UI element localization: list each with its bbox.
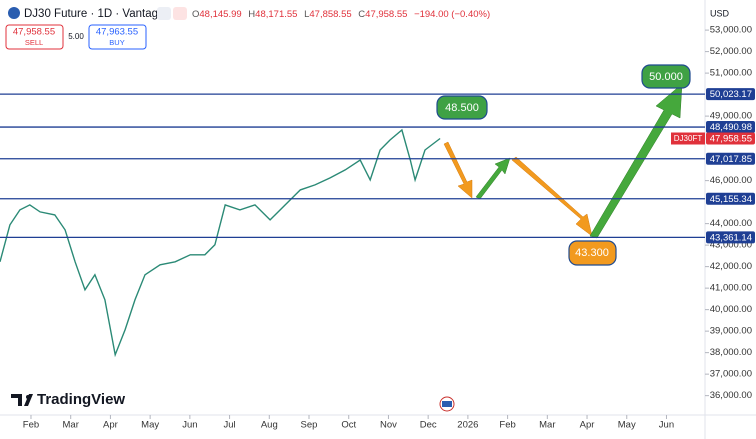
y-tick-label: 46,000.00 bbox=[710, 175, 752, 186]
sell-box[interactable] bbox=[5, 24, 64, 50]
y-tick-label: 43,000.00 bbox=[710, 240, 752, 251]
y-tick-label: 37,000.00 bbox=[710, 369, 752, 380]
event-icon bbox=[442, 401, 452, 407]
ohlc-value: 48,145.99 bbox=[199, 9, 241, 20]
x-tick-label: Dec bbox=[420, 420, 437, 431]
y-tick-label: 42,000.00 bbox=[710, 261, 752, 272]
x-tick-label: Aug bbox=[261, 420, 278, 431]
buy-box[interactable] bbox=[88, 24, 147, 50]
ohlc-key: H bbox=[248, 9, 255, 20]
x-tick-label: Mar bbox=[539, 420, 555, 431]
level-label: 48,490.98 bbox=[710, 122, 752, 133]
level-label: 45,155.34 bbox=[710, 194, 752, 205]
x-tick-label: Apr bbox=[103, 420, 118, 431]
x-tick-label: May bbox=[618, 420, 636, 431]
logo: TradingView bbox=[37, 391, 125, 408]
currency: USD bbox=[710, 8, 730, 18]
x-tick-label: Oct bbox=[341, 420, 356, 431]
logo-icon bbox=[26, 395, 30, 399]
y-tick-label: 40,000.00 bbox=[710, 304, 752, 315]
x-tick-label: Sep bbox=[301, 420, 318, 431]
level-tag bbox=[706, 231, 755, 244]
level-label: 50,023.17 bbox=[710, 89, 752, 100]
price-tag bbox=[706, 132, 755, 145]
x-tick-label: Apr bbox=[580, 420, 595, 431]
y-tick-label: 41,000.00 bbox=[710, 283, 752, 294]
flag-icon bbox=[8, 7, 20, 19]
x-tick-label: Feb bbox=[23, 420, 39, 431]
annotation-text: 50.000 bbox=[649, 71, 683, 83]
level-label: 43,361.14 bbox=[710, 232, 752, 243]
annotation-box bbox=[436, 95, 488, 120]
x-tick-label: Jun bbox=[659, 420, 674, 431]
level-tag bbox=[706, 121, 755, 134]
status-icon bbox=[157, 7, 171, 20]
x-tick-label: Jul bbox=[223, 420, 235, 431]
y-tick-label: 44,000.00 bbox=[710, 218, 752, 229]
ohlc-change: −194.00 (−0.40%) bbox=[414, 9, 490, 20]
ohlc: O48,145.99 H48,171.55 L47,858.55 C47,958… bbox=[192, 9, 490, 20]
ohlc-key: O bbox=[192, 9, 199, 20]
y-tick-label: 49,000.00 bbox=[710, 111, 752, 122]
sell-price: 47,958.55 bbox=[13, 27, 55, 38]
level-tag bbox=[706, 88, 755, 101]
annotation-text: 43.300 bbox=[575, 247, 609, 259]
price-label: 47,958.55 bbox=[710, 134, 752, 145]
y-tick-label: 38,000.00 bbox=[710, 347, 752, 358]
ohlc-key: C bbox=[358, 9, 365, 20]
arrow-down bbox=[443, 141, 473, 199]
level-label: 47,017.85 bbox=[710, 154, 752, 165]
ohlc-value: 47,858.55 bbox=[309, 9, 351, 20]
series-tag bbox=[671, 132, 705, 145]
x-tick-label: Mar bbox=[63, 420, 79, 431]
sell-button[interactable]: 47,958.55 SELL bbox=[5, 24, 64, 50]
projection-arrows bbox=[443, 83, 683, 239]
status-icon bbox=[173, 7, 187, 20]
x-tick-label: Nov bbox=[380, 420, 397, 431]
y-tick-label: 36,000.00 bbox=[710, 390, 752, 401]
ohlc-key: L bbox=[304, 9, 309, 20]
ohlc-value: 47,958.55 bbox=[365, 9, 407, 20]
y-tick-label: 39,000.00 bbox=[710, 326, 752, 337]
buy-label: BUY bbox=[109, 38, 124, 47]
buy-button[interactable]: 47,963.55 BUY bbox=[88, 24, 147, 50]
buy-price: 47,963.55 bbox=[96, 27, 138, 38]
annotation-box bbox=[568, 240, 617, 266]
level-tag bbox=[706, 192, 755, 205]
arrow-down bbox=[511, 156, 593, 237]
plot: 36,000.00 37,000.00 38,000.00 39,000.00 40,0… bbox=[0, 25, 752, 431]
symbol: DJ30 Future · 1D · Vantage bbox=[24, 8, 164, 20]
series-name: DJ30FT bbox=[674, 134, 703, 143]
logo-icon bbox=[11, 394, 33, 406]
y-tick-label: 51,000.00 bbox=[710, 68, 752, 79]
spread: 5.00 bbox=[68, 32, 84, 41]
arrow-up bbox=[589, 83, 683, 239]
annotation-text: 48.500 bbox=[445, 102, 479, 114]
y-tick-label: 52,000.00 bbox=[710, 46, 752, 57]
x-tick-label: 2026 bbox=[457, 420, 478, 431]
x-tick-label: Jun bbox=[182, 420, 197, 431]
level-tag bbox=[706, 152, 755, 165]
y-tick-label: 53,000.00 bbox=[710, 25, 752, 36]
x-tick-label: Feb bbox=[499, 420, 515, 431]
ohlc-value: 48,171.55 bbox=[255, 9, 297, 20]
annotation-box bbox=[641, 64, 691, 89]
x-tick-label: May bbox=[141, 420, 159, 431]
annotation: 48.500 43.300 50.000 bbox=[436, 64, 691, 266]
arrow-up bbox=[475, 157, 511, 200]
price-line bbox=[0, 128, 441, 358]
sell-label: SELL bbox=[25, 38, 43, 47]
